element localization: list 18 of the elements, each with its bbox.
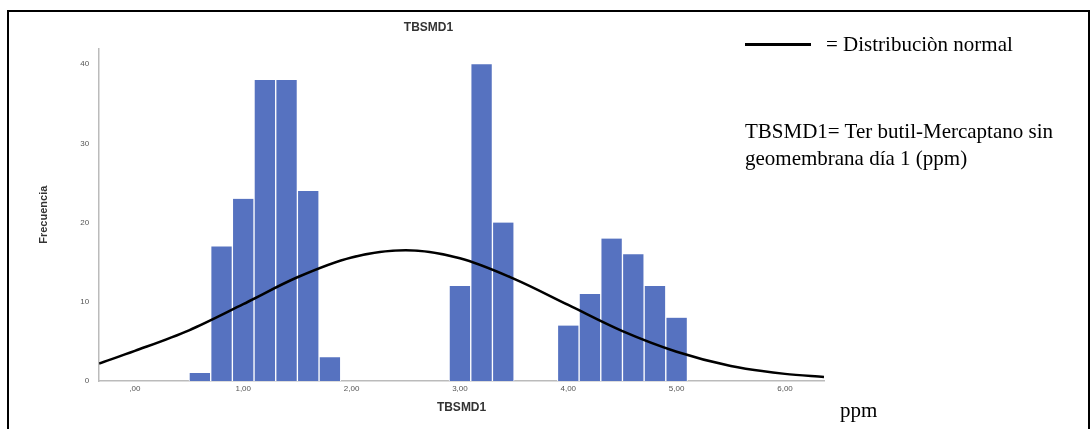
y-tick-label: 20	[80, 217, 90, 227]
y-tick-label: 0	[84, 376, 90, 386]
x-tick-label: 3,00	[452, 384, 469, 393]
chart-title: TBSMD1	[403, 19, 454, 34]
y-axis-title: Frecuencia	[36, 184, 49, 244]
y-tick-label: 30	[80, 138, 90, 148]
y-tick-label: 10	[80, 297, 90, 307]
x-tick-label: 5,00	[668, 384, 685, 393]
annotation: TBSMD1= Ter butil-Mercaptano sin geomembrana día 1 (ppm)	[745, 118, 1055, 172]
x-tick-label: 6,00	[777, 384, 794, 393]
x-tick-label: 1,00	[235, 384, 252, 393]
y-tick-label: 40	[80, 59, 90, 69]
x-tick-label: ,00	[129, 384, 141, 393]
x-axis-title: TBSMD1	[436, 400, 487, 415]
x-tick-label: 4,00	[560, 384, 577, 393]
x-tick-label: 2,00	[343, 384, 360, 393]
text: ppm	[840, 398, 878, 423]
legend-label: = Distribuciòn normal	[826, 32, 1013, 57]
